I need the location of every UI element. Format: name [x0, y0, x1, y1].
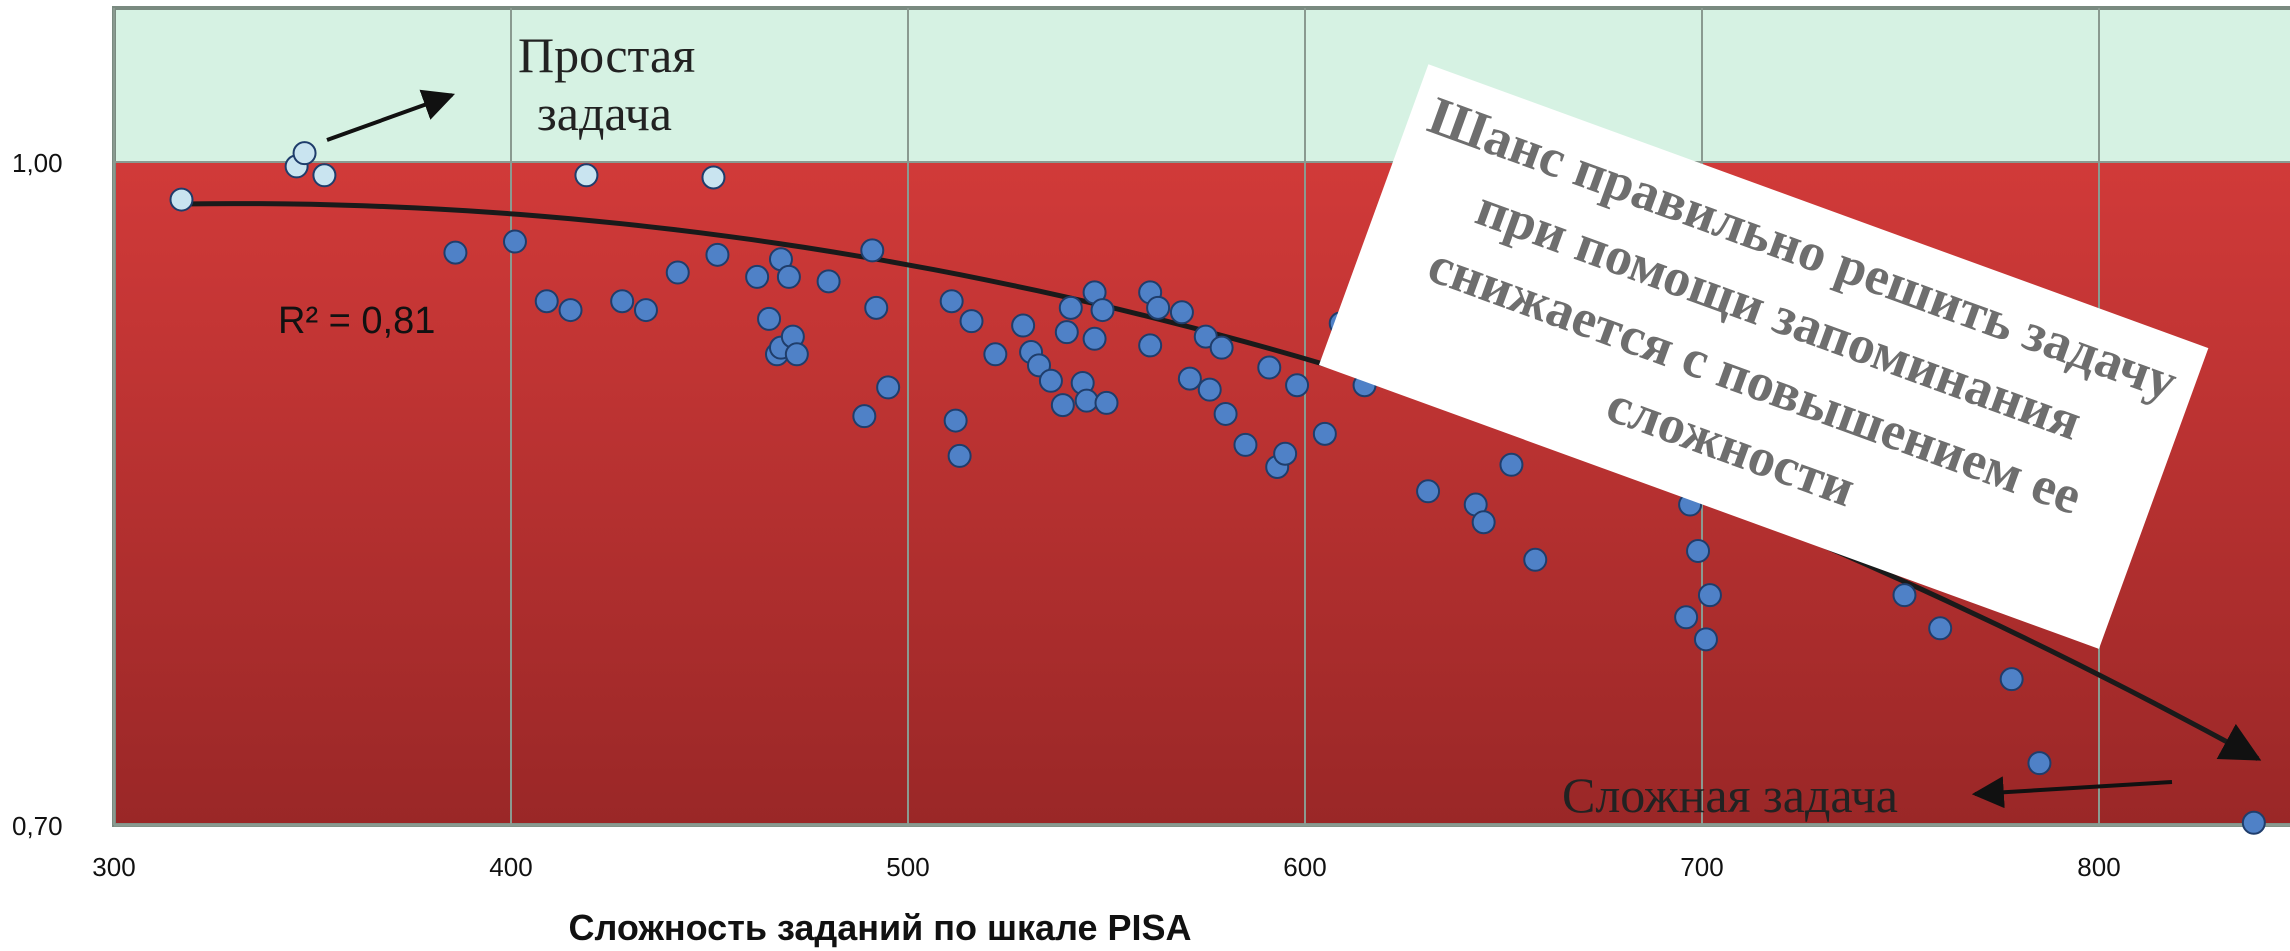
highlight-point [292, 141, 317, 166]
data-point [876, 375, 901, 400]
data-point [1011, 313, 1036, 338]
data-point [2027, 751, 2052, 776]
data-point [776, 264, 801, 289]
data-point [1197, 377, 1222, 402]
x-axis-label: Сложность заданий по шкале PISA [568, 907, 1191, 948]
data-point [860, 238, 885, 263]
data-point [864, 295, 889, 320]
data-point [1999, 667, 2024, 692]
data-point [745, 264, 770, 289]
highlight-point [169, 187, 194, 212]
data-point [1233, 432, 1258, 457]
data-point [443, 240, 468, 265]
data-point [939, 289, 964, 314]
data-point [1892, 583, 1917, 608]
data-point [983, 342, 1008, 367]
data-point [633, 298, 658, 323]
data-point [1416, 479, 1441, 504]
data-point [1471, 510, 1496, 535]
x-tick-label: 300 [92, 852, 135, 882]
data-point [1082, 326, 1107, 351]
x-tick-label: 800 [2077, 852, 2120, 882]
data-point [1686, 538, 1711, 563]
data-point [757, 306, 782, 331]
data-point [1090, 298, 1115, 323]
data-point [943, 408, 968, 433]
data-point [1054, 320, 1079, 345]
data-point [1209, 335, 1234, 360]
data-point [1928, 616, 1953, 641]
data-point [1273, 441, 1298, 466]
data-point [610, 289, 635, 314]
data-point [1257, 355, 1282, 380]
data-point [1146, 295, 1171, 320]
highlight-point [701, 165, 726, 190]
data-point [1074, 388, 1099, 413]
top-band [114, 8, 2290, 162]
axis-ticks: 300 400 500 600 700 800 1,00 0,70 [12, 148, 2121, 882]
data-point [1038, 368, 1063, 393]
easy-task-label-line2: задача [537, 85, 672, 141]
data-point [816, 269, 841, 294]
trend-line [181, 201, 2262, 761]
hard-task-label: Сложная задача [1562, 767, 1898, 823]
data-point [502, 229, 527, 254]
data-point [558, 298, 583, 323]
data-point [705, 242, 730, 267]
data-point [1138, 333, 1163, 358]
data-point [1285, 373, 1310, 398]
data-point [1523, 547, 1548, 572]
y-tick-label: 0,70 [12, 811, 63, 841]
data-point [2241, 810, 2266, 835]
data-point [1674, 605, 1699, 630]
data-point [1094, 390, 1119, 415]
data-point [1213, 401, 1238, 426]
data-point [1058, 295, 1083, 320]
data-point [1177, 366, 1202, 391]
data-point [852, 404, 877, 429]
data-point [534, 289, 559, 314]
easy-task-arrow [326, 89, 456, 142]
data-point [1169, 300, 1194, 325]
data-point [959, 309, 984, 334]
y-tick-label: 1,00 [12, 148, 63, 178]
data-point [665, 260, 690, 285]
data-point [1050, 393, 1075, 418]
x-tick-label: 400 [489, 852, 532, 882]
data-point [1499, 452, 1524, 477]
data-point [947, 443, 972, 468]
trend-curve [181, 201, 2262, 761]
data-point [1697, 583, 1722, 608]
x-tick-label: 500 [886, 852, 929, 882]
highlight-point [312, 163, 337, 188]
highlight-point [574, 163, 599, 188]
x-tick-label: 700 [1680, 852, 1723, 882]
easy-task-label-line1: Простая [518, 27, 695, 83]
data-point [784, 342, 809, 367]
x-tick-label: 600 [1283, 852, 1326, 882]
r-squared-label: R² = 0,81 [278, 300, 435, 342]
hard-task-arrow [1971, 776, 2173, 809]
data-point [1693, 627, 1718, 652]
data-point [1312, 421, 1337, 446]
